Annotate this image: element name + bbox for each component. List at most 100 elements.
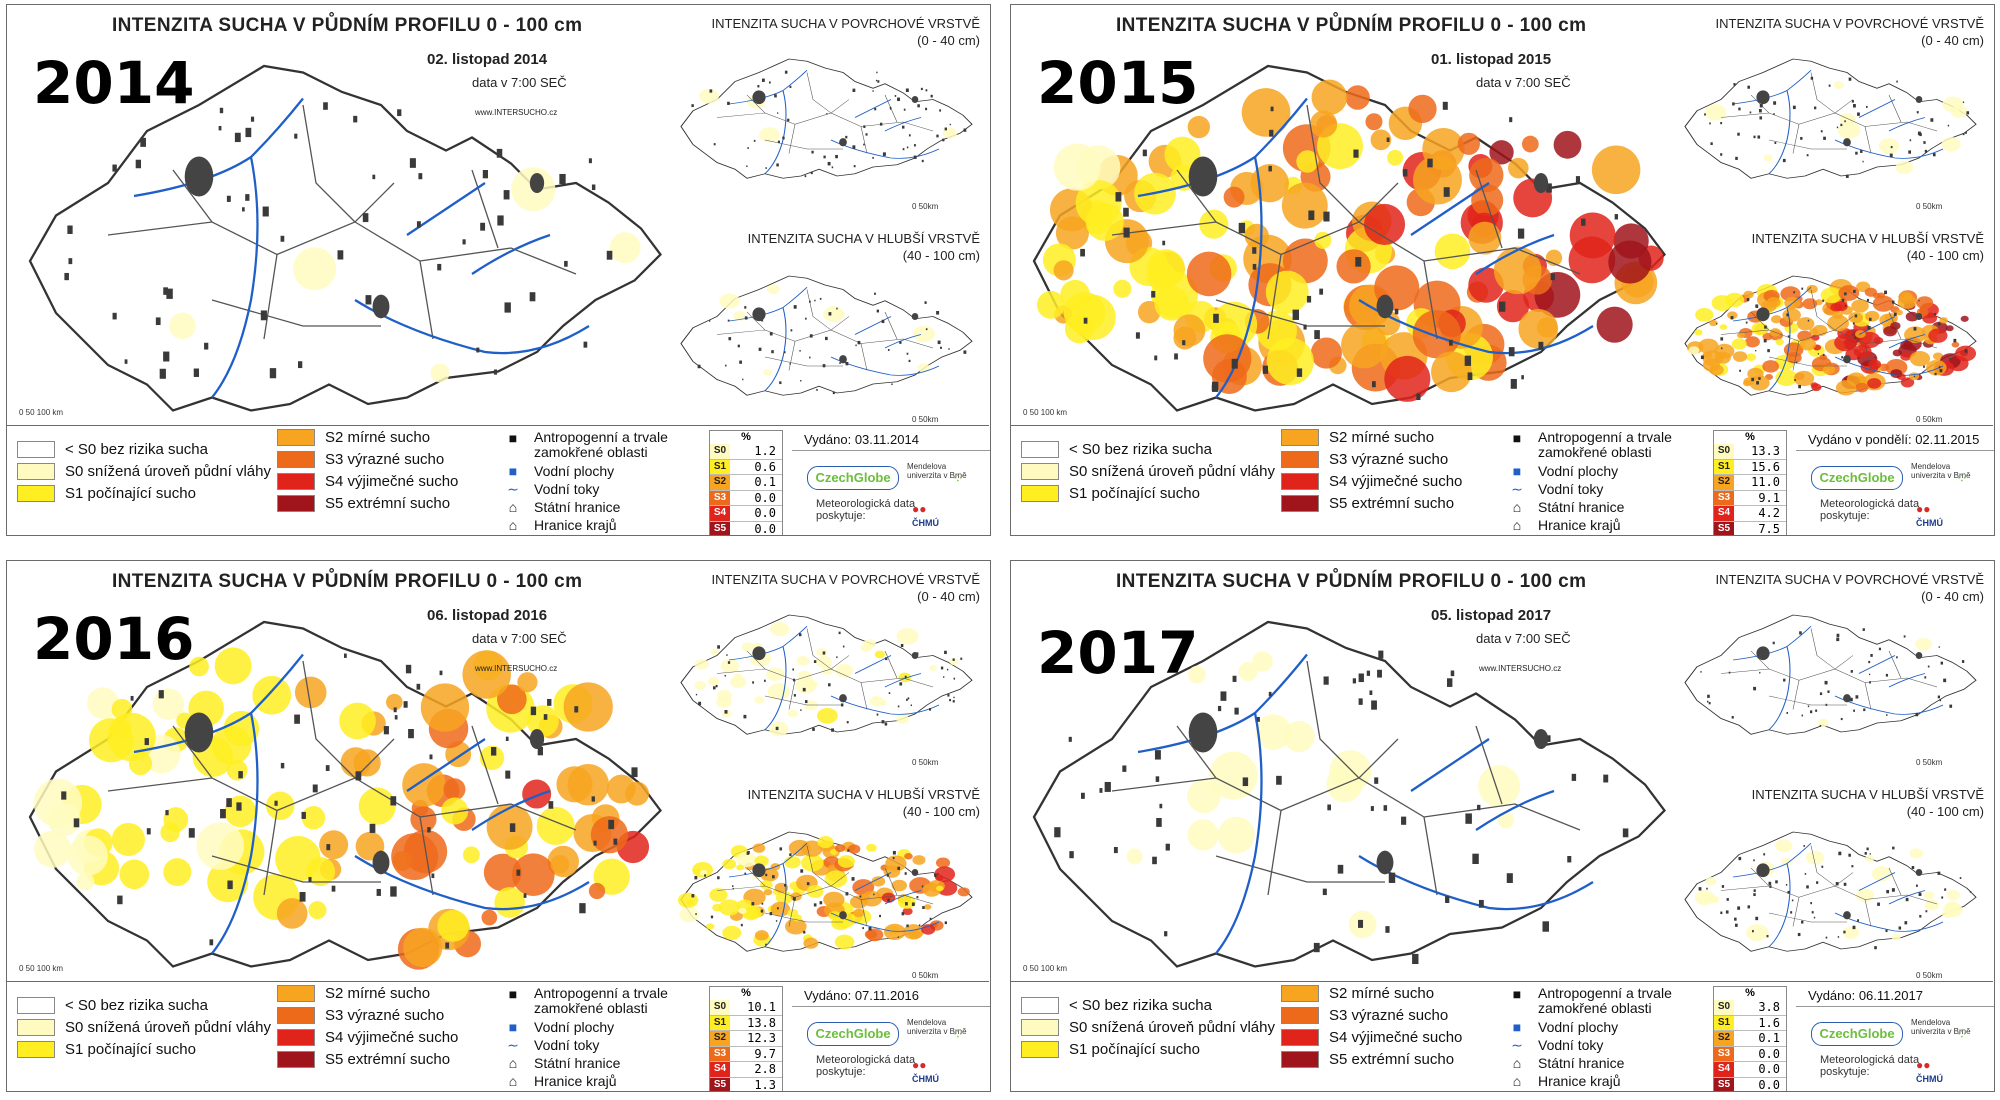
drought-area [1370,129,1392,151]
region-border [1768,912,1847,923]
city-area [1756,307,1770,322]
river [1888,117,1926,132]
pct-value: 9.1 [1758,490,1780,505]
pct-class: S0 [1714,1000,1734,1015]
drought-area [462,846,480,864]
drought-area [536,806,575,846]
region-border [716,112,796,154]
city-area [839,694,847,703]
urban-area [827,161,831,166]
urban-area [845,135,848,139]
urban-area [740,923,743,927]
meteo-data-label: Meteorologická data poskytuje: [1820,1054,1920,1078]
urban-area [1122,765,1127,772]
urban-area [831,728,834,732]
urban-area [1135,332,1140,339]
drought-area [1834,334,1857,352]
drought-area [741,642,755,652]
region-border [1423,803,1581,831]
mendel-dots-icon: ⁘ [952,1026,964,1042]
legend-swatch-s3 [277,1006,315,1024]
river [830,695,940,715]
legend-swatch-s1 [17,1040,55,1058]
urban-area [476,347,480,353]
drought-area [1746,924,1769,942]
region-border [107,777,278,896]
urban-area [1759,103,1763,108]
region-border [1750,867,1770,887]
urban-area [872,156,874,159]
urban-area [1751,377,1755,382]
urban-area [792,668,795,671]
drought-area [902,907,913,916]
drought-area [1900,377,1915,388]
urban-area [429,754,433,760]
urban-area [1174,353,1178,360]
urban-area [948,348,950,350]
urban-area [1704,113,1706,116]
urban-area [891,383,893,386]
urban-area [1938,366,1941,369]
urban-area [952,700,955,703]
drought-area [1719,324,1728,330]
drought-area [391,833,439,881]
pct-value: 1.6 [1758,1015,1780,1030]
urban-area [1763,339,1767,343]
urban-area [529,292,536,302]
river [1358,299,1594,355]
drought-area [1810,382,1819,388]
region-border [806,628,832,670]
drought-area [763,368,773,376]
urban-area [876,309,880,313]
drought-area [609,232,641,264]
river [406,182,486,236]
urban-area [613,838,618,845]
drought-area [885,855,907,872]
river [830,912,940,932]
urban-area [1908,150,1912,154]
urban-area [1801,920,1804,924]
drought-area [760,880,773,890]
urban-area [1517,228,1525,239]
urban-area [1358,673,1364,683]
urban-area [1708,702,1711,705]
drought-area [1848,312,1864,324]
urban-area [1449,339,1453,346]
legend-swatch-s2 [1281,428,1319,446]
pct-value: 0.0 [754,490,776,505]
river [1768,863,1791,947]
region-border [884,867,898,896]
pct-value: 0.0 [1758,1046,1780,1061]
drought-area [864,929,878,939]
drought-area [1838,285,1860,301]
river [854,316,892,335]
urban-area [1270,106,1274,112]
drought-area [1763,154,1773,162]
urban-area [299,892,306,902]
region-border-icon: ⌂ [1512,517,1522,533]
urban-area [809,356,811,359]
urban-area [798,633,802,637]
urban-area [1775,880,1778,884]
urban-area [769,332,773,336]
urban-area [760,909,764,913]
legend-label: S3 výrazné sucho [1329,450,1449,468]
legend-swatch-s1 [1021,484,1059,502]
urban-area [1728,671,1731,674]
urban-area [1757,135,1761,139]
region-border [172,169,213,223]
region-border [746,867,766,887]
legend-label: < S0 bez rizika sucha [65,996,208,1014]
legend-label: S4 výjimečné sucho [1329,472,1463,490]
urban-area [1806,154,1809,157]
year-label: 2014 [33,49,195,117]
pct-row: S2 0.1 [710,475,782,491]
urban-area [885,657,888,661]
urban-area [765,873,768,877]
urban-area [1156,817,1162,827]
pct-row: S2 12.3 [710,1031,782,1047]
urban-area [1099,788,1103,793]
urban-area [144,738,149,746]
river [830,139,940,159]
urban-area [1905,897,1909,902]
